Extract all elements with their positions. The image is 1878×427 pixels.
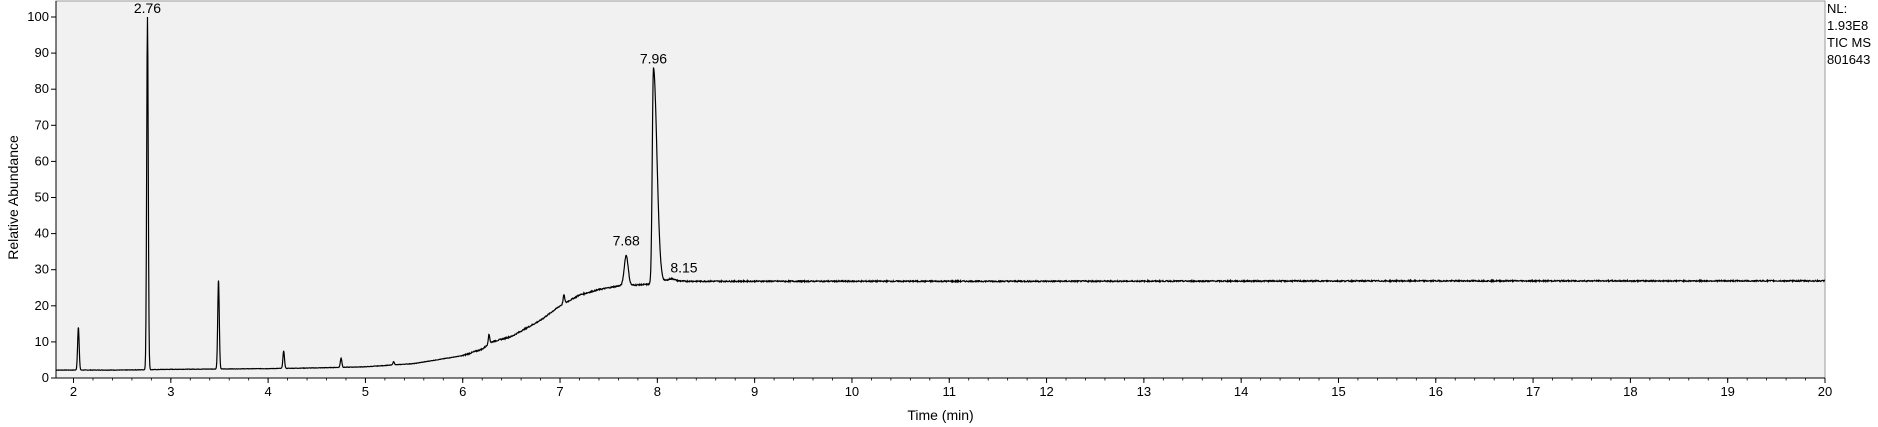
nl-label: NL: xyxy=(1827,1,1848,16)
y-tick-label: 40 xyxy=(35,226,49,241)
y-tick-label: 90 xyxy=(35,45,49,60)
y-tick-label: 70 xyxy=(35,117,49,132)
x-tick-label: 7 xyxy=(556,384,563,399)
tic-trace xyxy=(55,16,1826,371)
y-tick-label: 0 xyxy=(42,370,49,385)
y-tick-label: 30 xyxy=(35,262,49,277)
x-tick-label: 18 xyxy=(1623,384,1637,399)
sample-id: 801643 xyxy=(1827,52,1871,67)
x-tick-label: 15 xyxy=(1331,384,1345,399)
y-tick-label: 10 xyxy=(35,334,49,349)
x-tick-label: 5 xyxy=(362,384,369,399)
peak-labels: 2.76 7.68 7.96 8.15 xyxy=(134,0,698,276)
y-axis: 0 10 20 30 40 50 60 70 80 90 100 xyxy=(27,1,57,385)
y-tick-label: 100 xyxy=(27,9,49,24)
x-tick-label: 10 xyxy=(845,384,859,399)
peak-label: 7.96 xyxy=(640,51,667,67)
x-tick-label: 2 xyxy=(70,384,77,399)
x-tick-label: 9 xyxy=(751,384,758,399)
x-tick-label: 13 xyxy=(1137,384,1151,399)
y-tick-label: 50 xyxy=(35,190,49,205)
x-tick-label: 11 xyxy=(943,384,957,399)
x-axis-title: Time (min) xyxy=(907,407,973,423)
peak-label: 8.15 xyxy=(670,260,697,276)
scan-info-panel: NL: 1.93E8 TIC MS 801643 xyxy=(1827,0,1871,68)
peak-label: 2.76 xyxy=(134,0,161,16)
nl-value: 1.93E8 xyxy=(1827,18,1869,33)
x-tick-label: 19 xyxy=(1720,384,1734,399)
scan-filter: TIC MS xyxy=(1827,35,1872,50)
x-tick-label: 12 xyxy=(1039,384,1053,399)
x-tick-label: 3 xyxy=(167,384,174,399)
x-axis: 2 3 4 5 6 7 8 9 10 11 12 13 14 15 16 17 18 19 20 xyxy=(56,377,1832,399)
x-tick-label: 16 xyxy=(1429,384,1443,399)
y-tick-label: 60 xyxy=(35,153,49,168)
x-tick-label: 8 xyxy=(654,384,661,399)
peak-label: 7.68 xyxy=(613,232,640,248)
x-tick-label: 17 xyxy=(1526,384,1540,399)
y-tick-label: 80 xyxy=(35,81,49,96)
y-tick-label: 20 xyxy=(35,298,49,313)
x-tick-label: 4 xyxy=(265,384,272,399)
x-tick-label: 6 xyxy=(459,384,466,399)
x-tick-label: 14 xyxy=(1234,384,1248,399)
y-axis-title: Relative Abundance xyxy=(5,135,21,260)
plot-area xyxy=(55,0,1826,379)
x-tick-label: 20 xyxy=(1818,384,1832,399)
